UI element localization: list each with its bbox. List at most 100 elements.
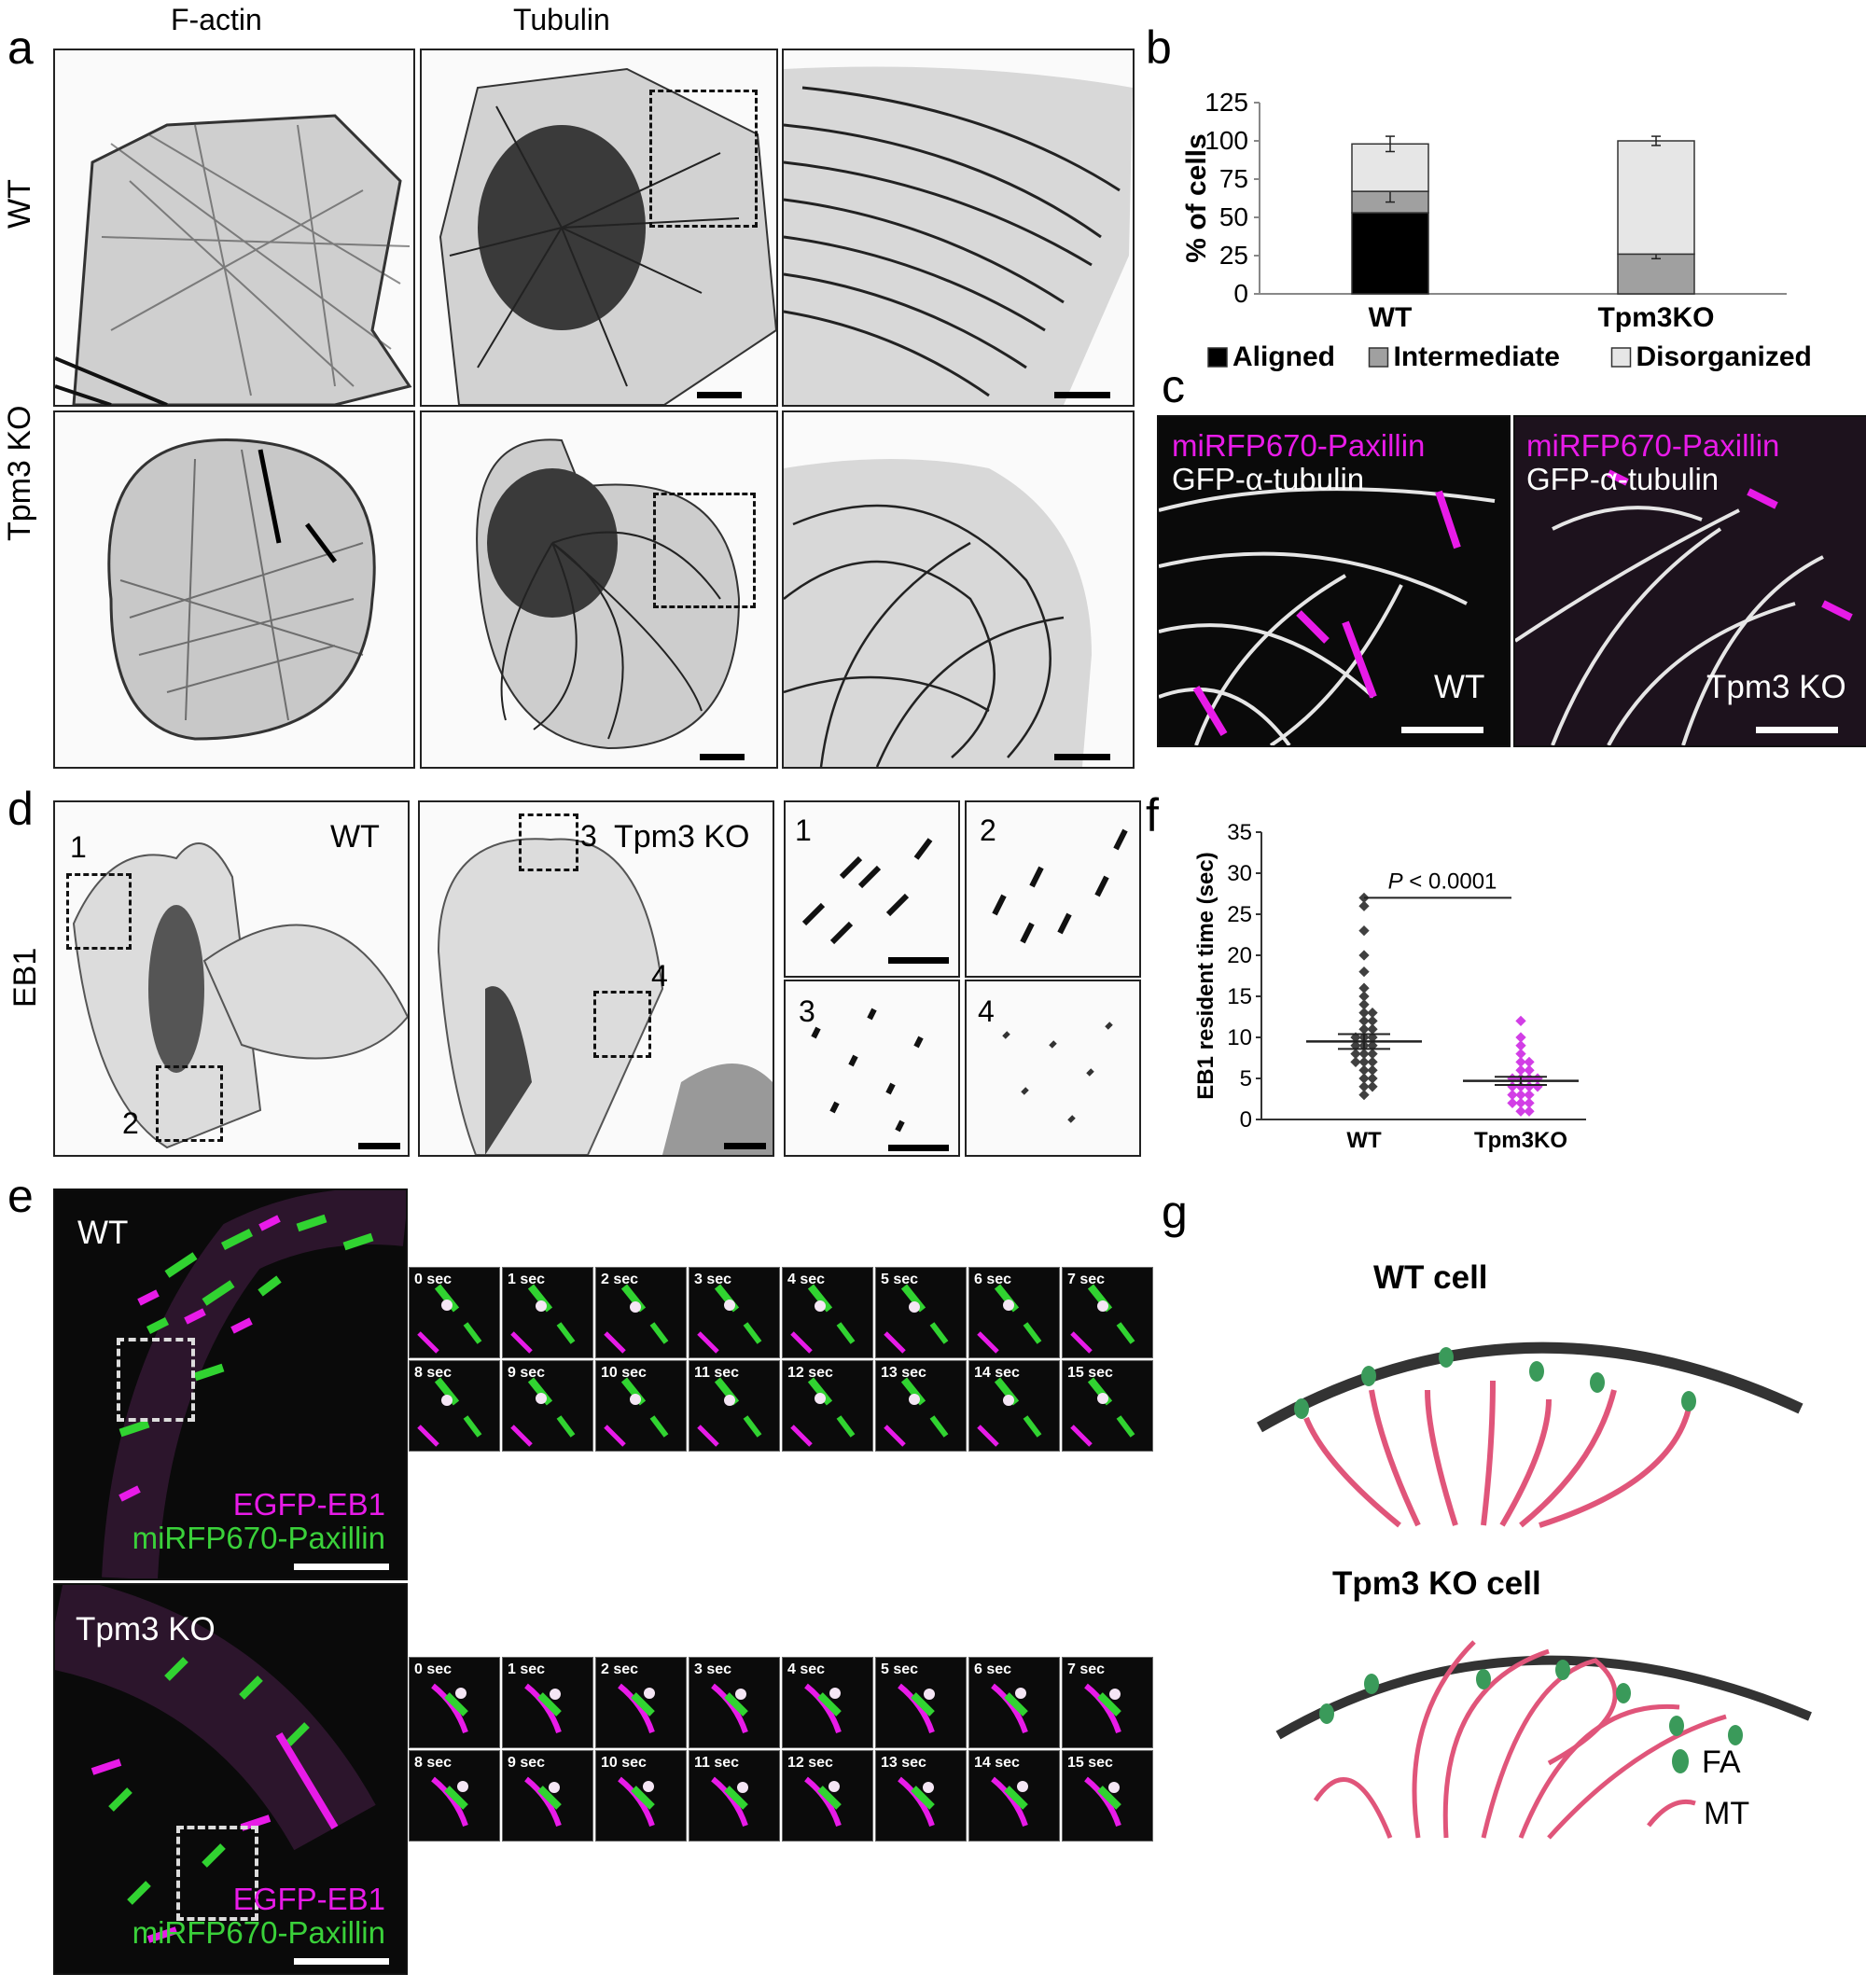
micrograph-c-wt: miRFP670-Paxillin GFP-α-tubulin WT — [1157, 415, 1511, 747]
c-wt-condition: WT — [1434, 669, 1485, 705]
y-tick-label: 25 — [1219, 241, 1248, 270]
frame-image — [697, 1377, 762, 1447]
timelapse-frame: 6 sec — [968, 1657, 1060, 1748]
frame-time-label: 15 sec — [1067, 1755, 1113, 1771]
c-wt-drawing — [1159, 487, 1496, 745]
zoom-box-wt — [649, 90, 758, 228]
frame-image — [977, 1377, 1042, 1447]
e-tpm3ko-timelapse: 0 sec 1 sec 2 sec 3 sec 4 sec 5 sec 6 sec 7 sec… — [409, 1657, 1157, 1849]
data-point — [1515, 1081, 1526, 1092]
inset-3: 3 — [784, 980, 960, 1157]
data-point — [1358, 991, 1370, 1002]
frame-image — [711, 1776, 748, 1827]
row-label-wt: WT — [2, 179, 37, 229]
col-header-factin: F-actin — [171, 3, 262, 36]
data-point — [1358, 1073, 1370, 1084]
frame-image — [977, 1284, 1042, 1354]
panel-g-letter: g — [1162, 1186, 1188, 1238]
inset-3-number: 3 — [799, 994, 815, 1028]
y-tick-label: 20 — [1227, 943, 1252, 968]
data-point — [1515, 1032, 1526, 1043]
data-point — [1367, 1073, 1378, 1084]
bar-intermediate-tpm3ko — [1617, 253, 1695, 295]
frame-image — [1084, 1683, 1121, 1733]
inset-box-label-4: 4 — [651, 959, 668, 993]
micrograph-e-wt: WT EGFP-EB1 miRFP670-Paxillin — [53, 1189, 408, 1580]
timelapse-frame: 7 sec — [1062, 1267, 1153, 1358]
frame-image — [510, 1284, 576, 1354]
y-tick-label: 10 — [1227, 1025, 1252, 1050]
inset-2-drawing — [992, 828, 1128, 944]
frame-time-label: 15 sec — [1067, 1365, 1113, 1381]
timelapse-frame: 9 sec — [502, 1750, 593, 1842]
inset-box-1 — [66, 873, 132, 950]
data-point — [1358, 1048, 1370, 1060]
frame-time-label: 5 sec — [881, 1272, 919, 1287]
data-point — [1524, 1097, 1535, 1109]
panel-a-letter: a — [7, 21, 34, 74]
row-label-tpm3ko: Tpm3 KO — [2, 405, 37, 541]
frame-image — [618, 1776, 655, 1827]
timelapse-frame: 8 sec — [409, 1360, 500, 1452]
frame-image — [898, 1683, 935, 1733]
factin-ko-drawing — [107, 438, 376, 741]
frame-image — [417, 1377, 482, 1447]
chart-f: 0 5 10 15 20 25 30 35 EB1 resident time (sec) WT T… — [1193, 820, 1586, 1153]
timelapse-frame: 5 sec — [875, 1657, 967, 1748]
inset-2: 2 — [965, 800, 1141, 978]
scale-bar — [1054, 754, 1110, 760]
frame-time-label: 10 sec — [601, 1365, 647, 1381]
timelapse-frame: 5 sec — [875, 1267, 967, 1358]
micrograph-wt-tubulin-zoom — [782, 49, 1135, 407]
data-point — [1367, 1048, 1378, 1060]
panel-b-letter: b — [1146, 21, 1172, 74]
data-point — [1507, 1089, 1518, 1101]
timelapse-frame: 9 sec — [502, 1360, 593, 1452]
g-ko-schematic — [1275, 1640, 1812, 1840]
data-point — [1367, 1056, 1378, 1068]
col-header-tubulin: Tubulin — [513, 3, 610, 36]
e-wt-roi-box — [117, 1338, 195, 1422]
x-tick-label: WT — [1346, 1128, 1382, 1153]
frame-image — [604, 1377, 669, 1447]
timelapse-frame: 4 sec — [782, 1657, 873, 1748]
data-point — [1367, 1064, 1378, 1076]
frame-image — [417, 1284, 482, 1354]
timelapse-frame: 0 sec — [409, 1657, 500, 1748]
scale-bar — [700, 754, 745, 760]
scale-bar — [1756, 727, 1838, 733]
frame-image — [898, 1776, 935, 1827]
frame-time-label: 8 sec — [414, 1365, 453, 1381]
bar-disorganized-tpm3ko — [1617, 140, 1695, 256]
data-point — [1367, 1023, 1378, 1035]
y-tick-label: 30 — [1227, 861, 1252, 886]
data-point — [1358, 1007, 1370, 1019]
y-tick-label: 125 — [1205, 88, 1248, 117]
g-wt-schematic — [1257, 1342, 1803, 1528]
frame-time-label: 6 sec — [974, 1272, 1012, 1287]
frame-time-label: 4 sec — [787, 1661, 826, 1677]
frame-image — [711, 1683, 748, 1733]
timelapse-frame: 2 sec — [595, 1657, 687, 1748]
legend-label-disorganized: Disorganized — [1636, 341, 1812, 372]
y-axis-label: EB1 resident time (sec) — [1193, 852, 1218, 1099]
frame-image — [1084, 1776, 1121, 1827]
bar-aligned-wt — [1351, 212, 1429, 295]
micrograph-wt-factin — [53, 49, 415, 407]
data-point — [1367, 1007, 1378, 1019]
scale-bar — [724, 1143, 766, 1149]
inset-box-3 — [519, 813, 578, 871]
timelapse-frame: 11 sec — [689, 1750, 780, 1842]
panel-e-letter: e — [7, 1170, 34, 1222]
frame-image — [697, 1284, 762, 1354]
frame-image — [524, 1683, 562, 1733]
y-tick-label: 50 — [1219, 202, 1248, 231]
g-wt-title: WT cell — [1373, 1259, 1488, 1296]
y-tick-label: 5 — [1240, 1066, 1252, 1091]
frame-time-label: 9 sec — [508, 1365, 546, 1381]
data-point — [1524, 1081, 1535, 1092]
frame-time-label: 13 sec — [881, 1365, 926, 1381]
legend-label-aligned: Aligned — [1232, 341, 1335, 372]
data-point — [1524, 1064, 1535, 1076]
micrograph-c-tpm3ko: miRFP670-Paxillin GFP-α-tubulin Tpm3 KO — [1513, 415, 1866, 747]
